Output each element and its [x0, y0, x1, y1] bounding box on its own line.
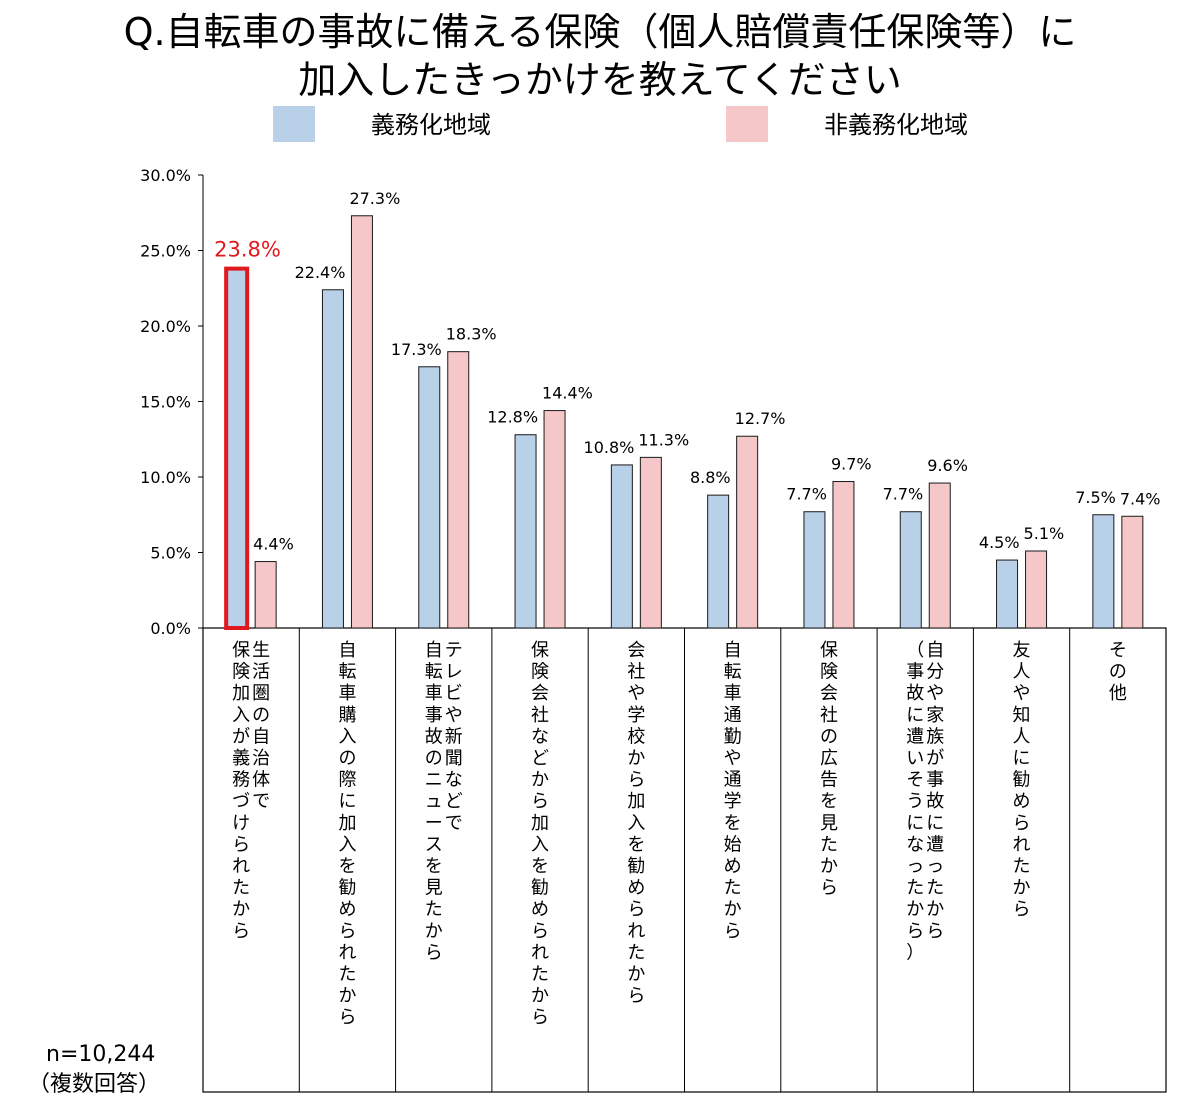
category-label-3-line-2: 自転車事故のニュースを見たから: [425, 640, 443, 963]
category-label-1-line-2: 保険加入が義務づけられたから: [232, 640, 250, 942]
data-label-1-6: 8.8%: [690, 468, 731, 487]
data-label-2-1: 4.4%: [253, 535, 294, 554]
data-label-1-7: 7.7%: [786, 485, 827, 504]
y-tick-label-1: 5.0%: [150, 544, 191, 563]
y-tick-label-0: 0.0%: [150, 619, 191, 638]
data-label-1-10: 7.5%: [1075, 488, 1116, 507]
bar-2-4: [543, 410, 566, 629]
bar-1-3: [418, 366, 441, 629]
category-label-10: その他: [1109, 640, 1127, 704]
y-tick-label-2: 10.0%: [140, 468, 191, 487]
data-label-1-4: 12.8%: [487, 408, 538, 427]
sample-size-label: n=10,244: [46, 1042, 156, 1067]
legend-label-1: 義務化地域: [371, 111, 491, 139]
bar-1-6: [707, 494, 730, 629]
category-label-6: 自転車通勤や通学を始めたから: [724, 640, 742, 942]
bar-2-2: [350, 215, 373, 629]
y-tick-label-6: 30.0%: [140, 166, 191, 185]
data-label-1-1: 23.8%: [214, 238, 281, 262]
bar-1-1: [224, 266, 250, 630]
bar-1-9: [996, 559, 1019, 629]
data-label-2-9: 5.1%: [1024, 524, 1065, 543]
chart-title-line-1: Q.自転車の事故に備える保険（個人賠償責任保険等）に: [123, 10, 1077, 54]
bar-2-10: [1121, 515, 1144, 629]
bar-2-1: [254, 561, 277, 629]
legend-label-2: 非義務化地域: [824, 111, 968, 139]
y-tick-label-5: 25.0%: [140, 242, 191, 261]
data-label-2-5: 11.3%: [638, 430, 689, 449]
data-label-1-9: 4.5%: [979, 533, 1020, 552]
sample-note: n=10,244 （複数回答）: [28, 1040, 160, 1100]
y-tick-label-3: 15.0%: [140, 393, 191, 412]
category-label-5: 会社や学校から加入を勧められたから: [627, 640, 645, 1007]
category-label-8-line-2: （事故に遭いそうになったから）: [906, 640, 924, 963]
category-label-2: 自転車購入の際に加入を勧められたから: [338, 640, 356, 1028]
bar-1-5: [610, 464, 633, 629]
legend-swatch-1: [273, 106, 315, 142]
data-label-1-8: 7.7%: [883, 485, 924, 504]
bar-1-7: [803, 511, 826, 629]
data-label-2-3: 18.3%: [446, 325, 497, 344]
multiple-answer-label: （複数回答）: [28, 1072, 161, 1097]
bar-2-8: [928, 482, 951, 629]
data-label-2-2: 27.3%: [349, 189, 400, 208]
bar-1-2: [321, 289, 344, 629]
category-label-3-line-1: テレビや新聞などで: [445, 640, 463, 834]
data-label-2-10: 7.4%: [1120, 489, 1161, 508]
category-label-9: 友人や知人に勧められたから: [1013, 640, 1031, 920]
bar-2-9: [1025, 550, 1048, 629]
category-label-4: 保険会社などから加入を勧められたから: [531, 640, 549, 1028]
category-label-1-line-1: 生活圏の自治体で: [252, 640, 270, 812]
category-label-7: 保険会社の広告を見たから: [820, 640, 838, 899]
bar-1-4: [514, 434, 537, 629]
chart-title-line-2: 加入したきっかけを教えてください: [298, 58, 902, 102]
legend-swatch-2: [726, 106, 768, 142]
bar-2-3: [447, 351, 470, 629]
bar-1-10: [1092, 514, 1115, 629]
data-label-2-6: 12.7%: [735, 409, 786, 428]
bar-2-5: [639, 456, 662, 629]
y-tick-label-4: 20.0%: [140, 317, 191, 336]
chart-title: Q.自転車の事故に備える保険（個人賠償責任保険等）に 加入したきっかけを教えてく…: [0, 8, 1200, 104]
data-label-2-7: 9.7%: [831, 455, 872, 474]
data-label-2-4: 14.4%: [542, 384, 593, 403]
data-label-1-5: 10.8%: [584, 438, 635, 457]
data-label-1-2: 22.4%: [295, 263, 346, 282]
bar-1-8: [899, 511, 922, 629]
bar-2-6: [736, 435, 759, 629]
data-label-1-3: 17.3%: [391, 340, 442, 359]
bar-2-7: [832, 481, 855, 629]
data-label-2-8: 9.6%: [927, 456, 968, 475]
category-label-8-line-1: 自分や家族が事故に遭ったから: [926, 640, 944, 942]
